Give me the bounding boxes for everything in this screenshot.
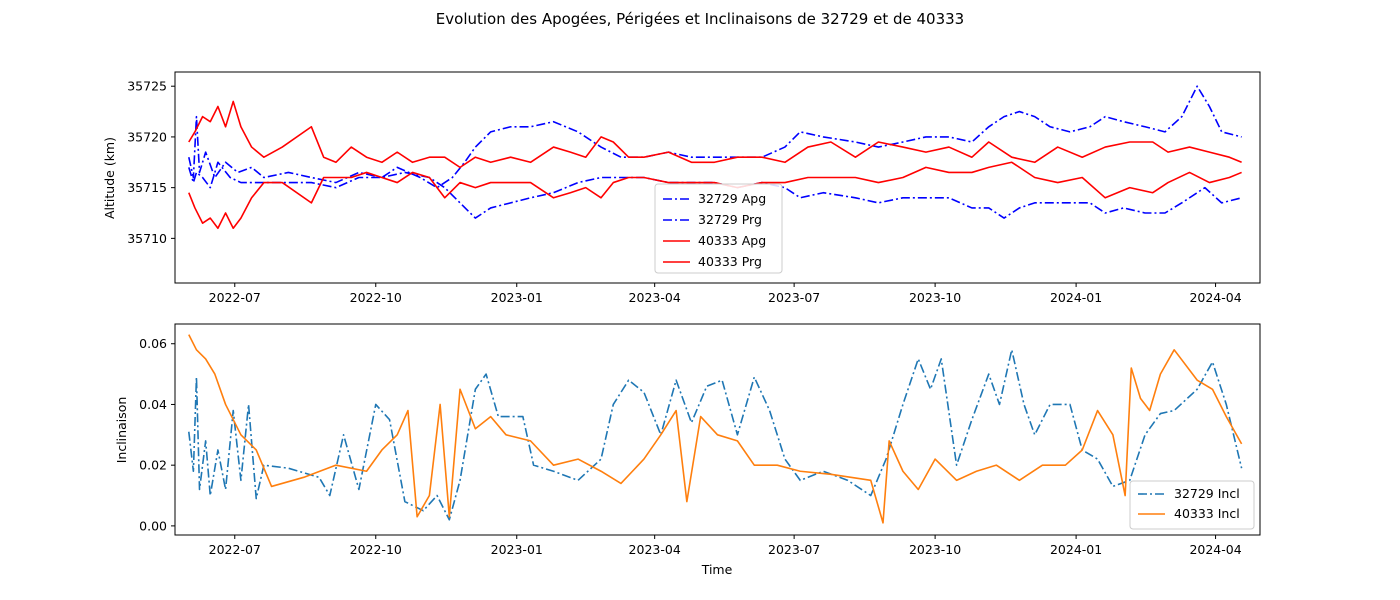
y-tick-label: 35710 [127, 231, 167, 246]
y-tick-label: 0.04 [139, 397, 167, 412]
legend-label-40333-prg: 40333 Prg [698, 254, 762, 269]
x-tick-label: 2022-10 [350, 542, 402, 557]
series-line-32729-incl [187, 349, 1243, 521]
y-tick-label: 35720 [127, 129, 167, 144]
x-tick-label: 2023-07 [768, 290, 820, 305]
y-tick-label: 35715 [127, 180, 167, 195]
x-tick-label: 2023-04 [629, 290, 681, 305]
legend-label-32729-prg: 32729 Prg [698, 212, 762, 227]
x-tick-label: 2024-04 [1189, 290, 1241, 305]
x-tick-label: 2023-10 [909, 542, 961, 557]
altitude-legend: 32729 Apg 32729 Prg 40333 Apg 40333 Prg [654, 183, 783, 274]
legend-box [654, 183, 783, 274]
x-tick-label: 2022-07 [209, 290, 261, 305]
inclination-panel: 2022-07 2022-10 2023-01 2023-04 2023-07 2023-… [114, 323, 1261, 577]
y-tick-label: 35725 [127, 79, 167, 94]
figure-title: Evolution des Apogées, Périgées et Incli… [436, 10, 964, 28]
y-tick-label: 0.02 [139, 458, 167, 473]
x-tick-label: 2023-01 [491, 542, 543, 557]
altitude-y-axis-title: Altitude (km) [102, 137, 117, 219]
altitude-panel: 2022-07 2022-10 2023-01 2023-04 2023-07 2023-… [102, 71, 1261, 305]
x-tick-label: 2024-01 [1050, 290, 1102, 305]
x-tick-label: 2022-10 [350, 290, 402, 305]
inclination-y-axis-title: Inclinaison [114, 397, 129, 464]
series-line-40333-apg [188, 100, 1242, 169]
altitude-x-axis: 2022-07 2022-10 2023-01 2023-04 2023-07 2023-… [209, 283, 1242, 305]
legend-label-40333-apg: 40333 Apg [698, 233, 766, 248]
inclination-y-axis: 0.00 0.02 0.04 0.06 [139, 336, 175, 533]
y-tick-label: 0.00 [139, 518, 167, 533]
altitude-plot-frame [174, 71, 1261, 284]
legend-label-40333-incl: 40333 Incl [1174, 506, 1240, 521]
altitude-series-lines [188, 85, 1242, 230]
x-tick-label: 2024-04 [1189, 542, 1241, 557]
series-line-40333-incl [188, 334, 1243, 524]
x-tick-label: 2023-07 [768, 542, 820, 557]
x-tick-label: 2022-07 [209, 542, 261, 557]
inclination-x-axis-title: Time [701, 562, 733, 577]
x-tick-label: 2024-01 [1050, 542, 1102, 557]
inclination-series-lines [187, 334, 1243, 524]
legend-label-32729-incl: 32729 Incl [1174, 486, 1240, 501]
legend-label-32729-apg: 32729 Apg [698, 191, 766, 206]
y-tick-label: 0.06 [139, 336, 167, 351]
series-line-32729-prg [188, 161, 1242, 219]
x-tick-label: 2023-01 [491, 290, 543, 305]
series-line-32729-apg [188, 85, 1242, 189]
inclination-plot-frame [174, 323, 1261, 536]
inclination-x-axis: 2022-07 2022-10 2023-01 2023-04 2023-07 2023-… [209, 535, 1242, 557]
x-tick-label: 2023-04 [629, 542, 681, 557]
x-tick-label: 2023-10 [909, 290, 961, 305]
series-line-40333-prg [188, 161, 1242, 230]
inclination-legend: 32729 Incl 40333 Incl [1129, 480, 1255, 530]
legend-box [1129, 480, 1255, 530]
altitude-y-axis: 35710 35715 35720 35725 [127, 79, 175, 246]
